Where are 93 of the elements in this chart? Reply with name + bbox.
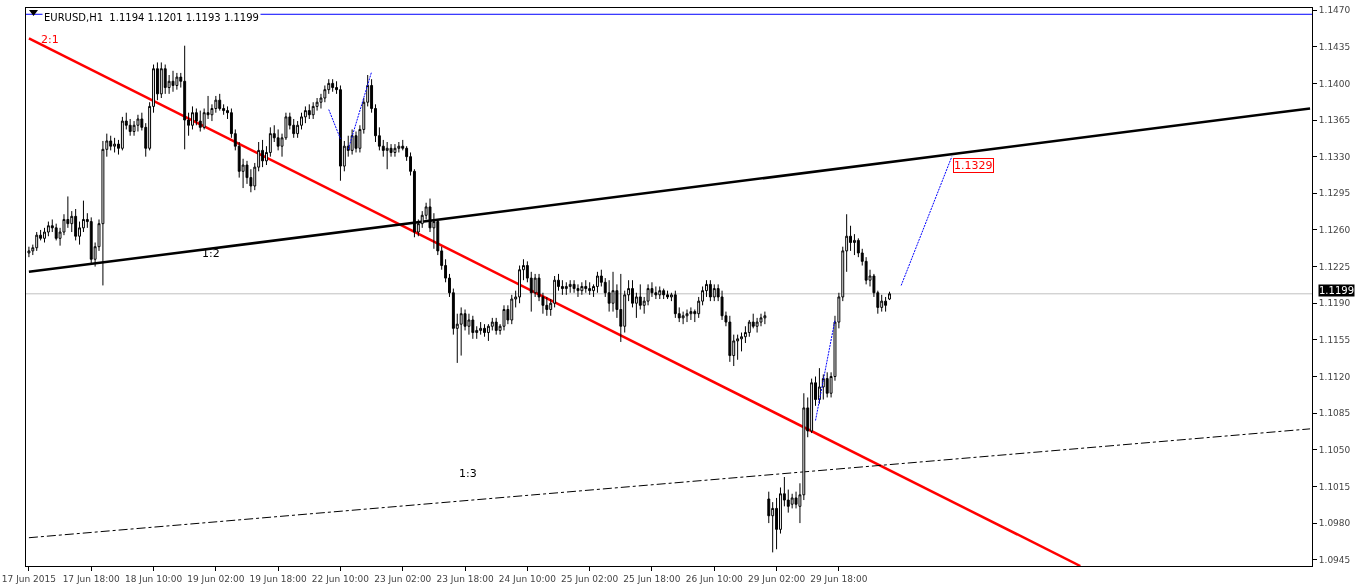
- candlestick: [311, 101, 315, 120]
- candlestick: [880, 294, 884, 313]
- candlestick: [662, 288, 666, 300]
- candlestick: [261, 139, 265, 168]
- candlestick: [884, 296, 888, 313]
- x-tick-label: 19 Jun 02:00: [187, 573, 245, 584]
- candlestick: [467, 313, 471, 336]
- candlestick: [175, 72, 179, 91]
- candlestick: [580, 281, 584, 296]
- candlestick: [817, 367, 821, 405]
- candlestick: [35, 231, 39, 252]
- candlestick: [502, 304, 506, 331]
- candlestick: [755, 317, 759, 334]
- candlestick: [564, 281, 568, 296]
- candlestick: [510, 294, 514, 325]
- y-tick-label: 1.1365: [1318, 115, 1351, 126]
- y-tick-label: 1.1470: [1318, 5, 1351, 16]
- candlestick: [576, 283, 580, 298]
- candlestick: [825, 371, 829, 398]
- candlestick: [198, 110, 202, 133]
- candlestick: [708, 279, 712, 302]
- y-tick-label: 1.1400: [1318, 78, 1351, 89]
- candlestick: [681, 311, 685, 325]
- candlestick: [171, 70, 175, 93]
- x-tick-label: 23 Jun 18:00: [436, 573, 494, 584]
- y-tick-label: 1.1435: [1318, 41, 1351, 52]
- candlestick: [584, 279, 588, 294]
- y-tick-label: 1.1050: [1318, 444, 1351, 455]
- candlestick: [588, 281, 592, 296]
- candlestick: [159, 61, 163, 99]
- candlestick: [728, 315, 732, 363]
- candlestick: [218, 93, 222, 112]
- candlestick: [595, 271, 599, 294]
- candlestick: [888, 291, 891, 301]
- candlestick: [658, 285, 662, 300]
- ref-line-label: 1.1199: [1319, 285, 1354, 296]
- candlestick: [483, 323, 486, 338]
- y-tick-label: 1.1330: [1318, 151, 1351, 162]
- candlestick: [393, 143, 397, 158]
- annotation: 1:3: [459, 467, 477, 480]
- x-tick-label: 25 Jun 02:00: [561, 573, 619, 584]
- candlestick: [331, 78, 335, 93]
- y-tick-label: 1.1295: [1318, 188, 1351, 199]
- annotation: 1.1329: [954, 159, 993, 172]
- x-tick-label: 17 Jun 2015: [1, 573, 56, 584]
- y-tick-label: 1.0980: [1318, 518, 1351, 529]
- x-tick-label: 17 Jun 18:00: [62, 573, 121, 584]
- candlestick: [307, 103, 311, 120]
- candlestick: [89, 216, 93, 264]
- x-tick-label: 29 Jun 02:00: [747, 573, 806, 584]
- y-tick-label: 1.1015: [1318, 481, 1351, 492]
- candlestick: [385, 141, 389, 170]
- candlestick: [568, 279, 572, 294]
- candlestick: [494, 317, 498, 336]
- y-tick-label: 1.1120: [1318, 371, 1351, 382]
- candlestick: [712, 283, 716, 302]
- y-tick-label: 1.1085: [1318, 408, 1351, 419]
- y-tick-label: 1.1155: [1318, 335, 1351, 346]
- candlestick: [338, 84, 342, 182]
- candlestick: [689, 306, 693, 321]
- candlestick: [666, 290, 669, 300]
- candlestick: [763, 311, 767, 325]
- x-tick-label: 22 Jun 10:00: [311, 573, 370, 584]
- candlestick: [654, 285, 658, 300]
- y-tick-label: 1.1190: [1318, 298, 1351, 309]
- candlestick: [136, 114, 140, 133]
- x-tick-label: 26 Jun 10:00: [685, 573, 744, 584]
- candlestick: [685, 309, 689, 323]
- candlestick: [545, 296, 549, 317]
- candlestick: [673, 290, 677, 319]
- candlestick: [183, 45, 187, 150]
- x-tick-label: 19 Jun 18:00: [249, 573, 307, 584]
- y-tick-label: 1.0945: [1318, 554, 1351, 565]
- x-tick-label: 24 Jun 10:00: [498, 573, 557, 584]
- x-tick-label: 18 Jun 10:00: [124, 573, 183, 584]
- candlestick: [790, 493, 794, 509]
- x-tick-label: 23 Jun 02:00: [374, 573, 432, 584]
- candlestick: [479, 321, 483, 336]
- x-tick-label: 25 Jun 18:00: [623, 573, 681, 584]
- y-tick-label: 1.1225: [1318, 261, 1351, 272]
- annotation: 2:1: [41, 33, 59, 46]
- candlestick: [113, 137, 117, 153]
- candlestick: [163, 64, 167, 95]
- candlestick: [619, 273, 623, 343]
- candlestick: [572, 279, 576, 294]
- y-tick-label: 1.1260: [1318, 225, 1351, 236]
- candlestick: [74, 208, 78, 241]
- candlestick: [810, 378, 814, 434]
- x-tick-label: 29 Jun 18:00: [810, 573, 868, 584]
- candlestick: [120, 116, 124, 151]
- candlestick: [471, 315, 475, 340]
- chart-title: EURUSD,H1 1.1194 1.1201 1.1193 1.1199: [44, 12, 259, 23]
- candlestick: [397, 141, 401, 153]
